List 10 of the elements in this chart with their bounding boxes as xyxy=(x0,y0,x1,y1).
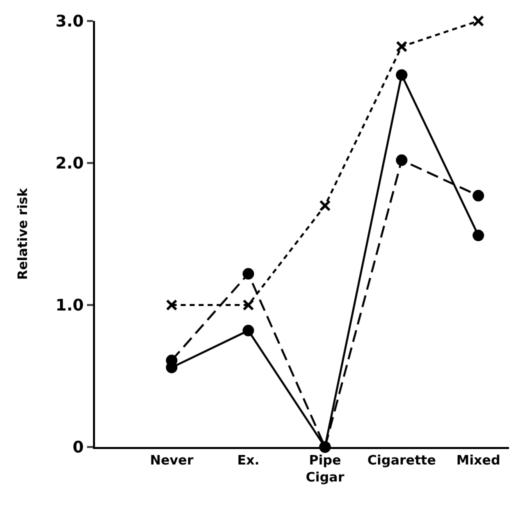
x-tick-label: Ex. xyxy=(237,454,260,469)
x-tick-label: Pipe Cigar xyxy=(306,454,345,486)
y-tick-label: 0 xyxy=(72,438,84,457)
x-tick-label: Never xyxy=(150,454,194,469)
y-axis-title: Relative risk xyxy=(16,188,31,280)
y-tick-label: 3.0 xyxy=(55,12,84,31)
y-tick-label: 1.0 xyxy=(55,296,84,315)
x-tick-label: Mixed xyxy=(456,454,500,469)
x-tick-label: Cigarette xyxy=(367,454,436,469)
y-tick-label: 2.0 xyxy=(55,154,84,173)
